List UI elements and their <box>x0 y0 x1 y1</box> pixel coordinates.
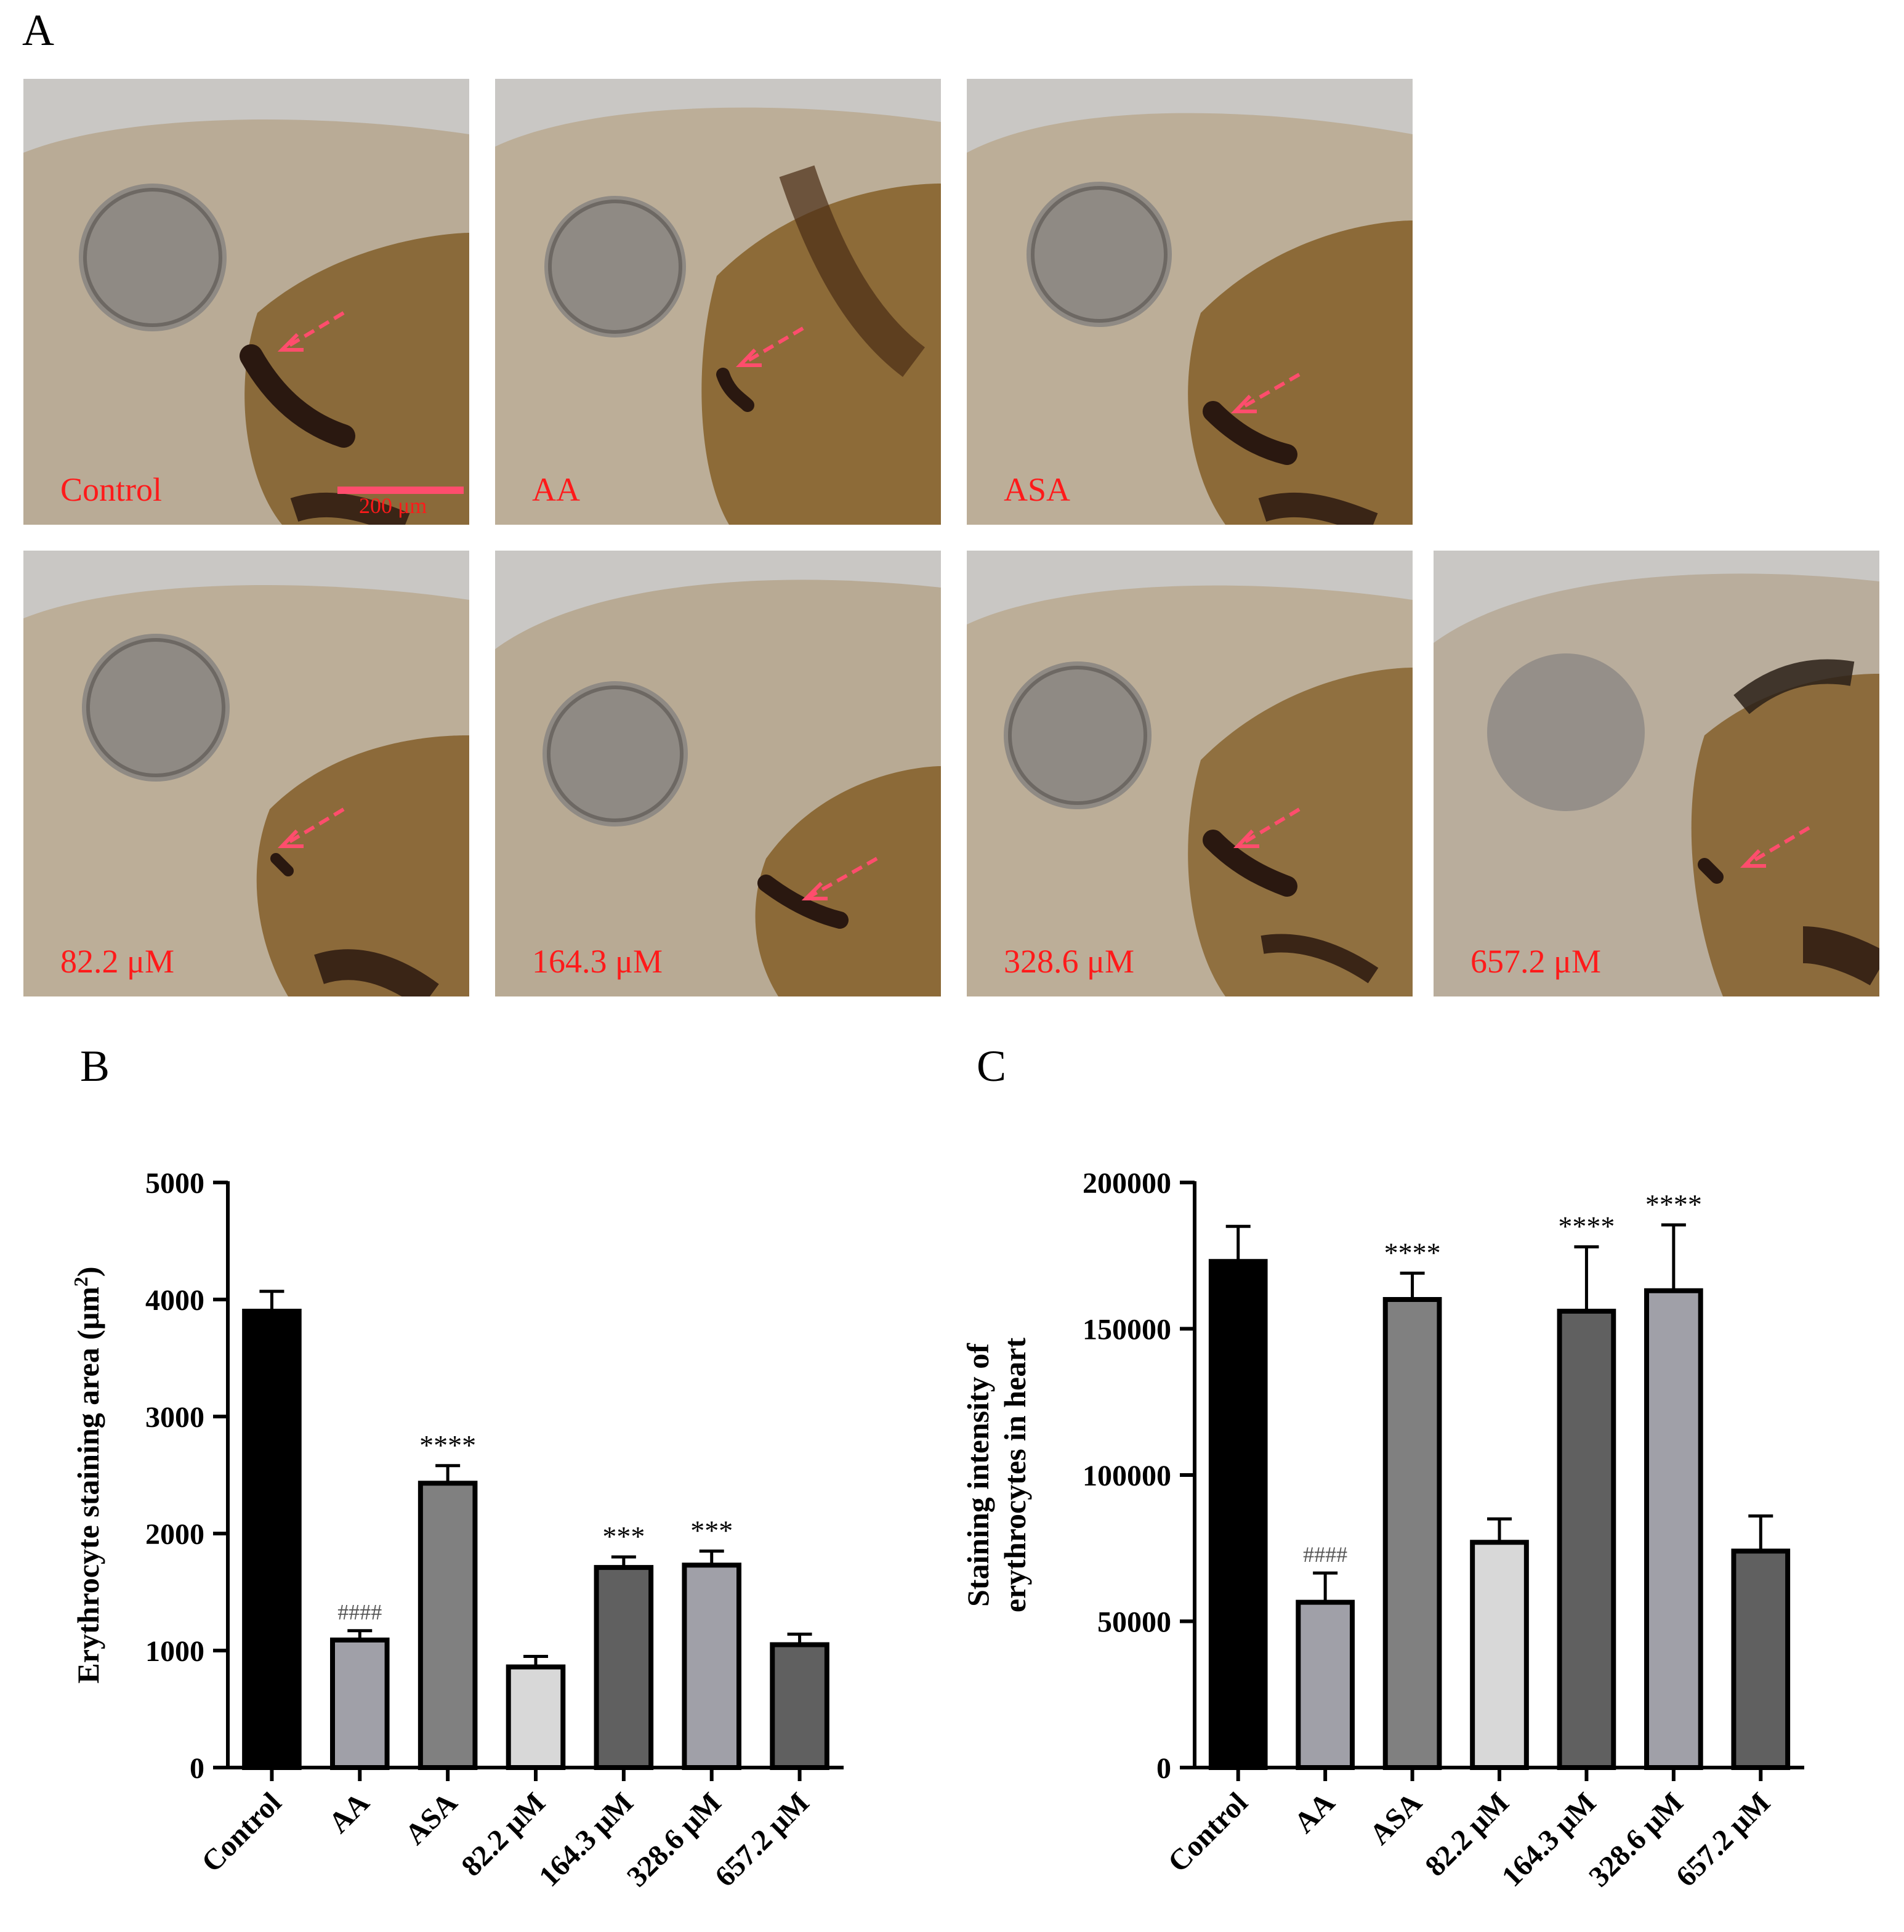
bar <box>682 1562 742 1770</box>
image-label-control: Control <box>60 471 163 508</box>
y-tick-label: 100000 <box>1083 1460 1171 1492</box>
panel-letter-a: A <box>22 6 54 55</box>
x-tick-label: 328.6 μM <box>621 1786 728 1893</box>
x-tick-label: 164.3 μM <box>1496 1786 1603 1893</box>
bar <box>770 1642 829 1770</box>
panel-letter-b: B <box>80 1041 110 1091</box>
x-tick-label: AA <box>323 1786 376 1840</box>
y-tick-label: 200000 <box>1083 1167 1171 1200</box>
bar <box>1382 1297 1442 1770</box>
significance-label: **** <box>1645 1189 1702 1220</box>
image-panel-aa: AA <box>495 79 941 525</box>
x-tick-label: 328.6 μM <box>1583 1786 1690 1893</box>
bar <box>1644 1288 1703 1770</box>
significance-label: #### <box>1303 1542 1347 1567</box>
image-label-asa: ASA <box>1004 471 1071 508</box>
x-tick-label: 657.2 μM <box>709 1786 816 1893</box>
bar <box>1208 1259 1268 1770</box>
y-axis-label: Staining intensity oferythrocytes in hea… <box>961 1338 1032 1613</box>
y-tick-label: 4000 <box>145 1284 204 1317</box>
image-label-657-2: 657.2 μM <box>1470 943 1601 980</box>
image-label-82-2: 82.2 μM <box>60 943 174 980</box>
chart-staining-intensity: 0 50000 100000 150000 200000 Staining intensi… <box>961 1167 1804 1893</box>
x-tick-label: ASA <box>399 1786 464 1851</box>
y-tick-label: 150000 <box>1083 1314 1171 1346</box>
larva-photo <box>23 551 469 996</box>
y-tick-label: 3000 <box>145 1401 204 1434</box>
y-tick-label: 50000 <box>1097 1606 1171 1639</box>
bar <box>1557 1309 1616 1770</box>
image-panel-82-2: 82.2 μM <box>23 551 469 996</box>
x-tick-label: Control <box>1161 1786 1254 1878</box>
larva-photo <box>967 79 1413 525</box>
larva-photo <box>495 79 941 525</box>
larva-photo <box>23 79 469 525</box>
panel-letter-c: C <box>977 1041 1007 1091</box>
significance-label: **** <box>1384 1237 1441 1268</box>
y-tick-label: 5000 <box>145 1167 204 1200</box>
image-label-164-3: 164.3 μM <box>532 943 663 980</box>
image-panel-657-2: 657.2 μM <box>1434 551 1879 996</box>
x-tick-label: 164.3 μM <box>533 1786 640 1893</box>
chart-erythrocyte-staining-area: 0 1000 2000 3000 4000 5000 Erythrocyte stainin… <box>70 1167 844 1893</box>
scale-bar-label: 200 μm <box>359 493 427 518</box>
significance-label: #### <box>337 1600 382 1625</box>
image-panel-164-3: 164.3 μM <box>495 551 941 996</box>
significance-label: **** <box>1558 1211 1615 1242</box>
bar <box>1731 1548 1791 1770</box>
bar <box>594 1565 654 1770</box>
image-label-aa: AA <box>532 471 580 508</box>
larva-photo <box>967 551 1413 996</box>
bar <box>1296 1599 1355 1770</box>
significance-label: *** <box>690 1515 733 1546</box>
x-tick-label: 657.2 μM <box>1669 1786 1777 1893</box>
image-panel-control: 200 μm Control <box>23 79 469 525</box>
image-label-328-6: 328.6 μM <box>1004 943 1134 980</box>
significance-label: **** <box>419 1429 476 1461</box>
significance-label: *** <box>602 1521 645 1552</box>
x-tick-label: AA <box>1288 1786 1341 1840</box>
y-tick-label: 0 <box>1156 1752 1171 1785</box>
larva-photo <box>495 551 941 996</box>
larva-photo <box>1434 551 1879 996</box>
y-tick-label: 2000 <box>145 1518 204 1551</box>
image-panel-328-6: 328.6 μM <box>967 551 1413 996</box>
bar <box>1470 1540 1529 1770</box>
x-tick-label: Control <box>195 1786 288 1878</box>
bar <box>242 1309 302 1770</box>
y-axis-label: Erythrocyte staining area (μm2) <box>70 1266 105 1683</box>
image-panel-asa: ASA <box>967 79 1413 525</box>
bar <box>330 1637 390 1771</box>
y-tick-label: 0 <box>190 1752 204 1785</box>
bar <box>418 1481 478 1770</box>
y-tick-label: 1000 <box>145 1635 204 1668</box>
x-tick-label: ASA <box>1363 1786 1429 1851</box>
bar <box>506 1664 566 1770</box>
